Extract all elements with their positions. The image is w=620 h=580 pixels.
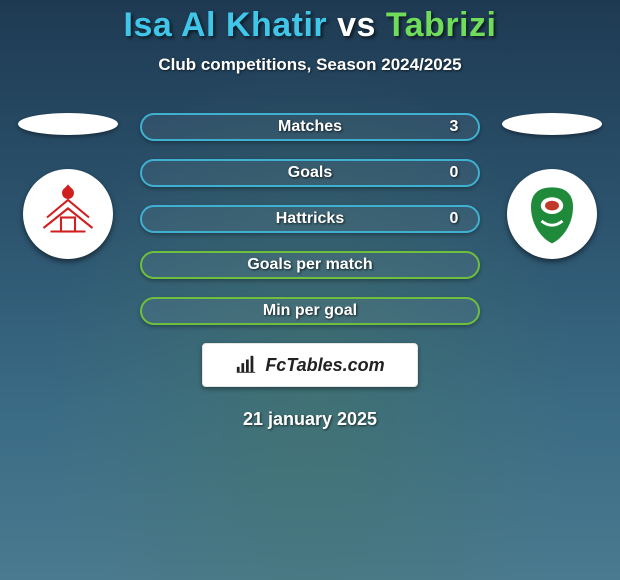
comparison-row: Matches3Goals0Hattricks0Goals per matchM… (0, 113, 620, 325)
stat-label: Goals (142, 164, 478, 182)
chart-icon (235, 354, 257, 376)
club-right-logo (507, 169, 597, 259)
club-left-logo (23, 169, 113, 259)
right-side (502, 113, 602, 259)
stat-label: Hattricks (142, 210, 478, 228)
date-label: 21 january 2025 (243, 409, 377, 430)
stat-bar-matches: Matches3 (140, 113, 480, 141)
title-left: Isa Al Khatir (124, 6, 328, 44)
site-label: FcTables.com (265, 355, 384, 376)
page-title: Isa Al Khatir vs Tabrizi (124, 6, 497, 45)
stat-bars: Matches3Goals0Hattricks0Goals per matchM… (140, 113, 480, 325)
club-right-icon (517, 179, 587, 249)
stat-bar-goals-per-match: Goals per match (140, 251, 480, 279)
title-right: Tabrizi (386, 6, 497, 44)
stat-label: Min per goal (142, 302, 478, 320)
stat-bar-min-per-goal: Min per goal (140, 297, 480, 325)
content-wrapper: Isa Al Khatir vs Tabrizi Club competitio… (0, 0, 620, 580)
stat-label: Matches (142, 118, 478, 136)
stat-label: Goals per match (142, 256, 478, 274)
club-left-icon (33, 179, 103, 249)
site-badge[interactable]: FcTables.com (202, 343, 418, 387)
left-side (18, 113, 118, 259)
player-left-placeholder (18, 113, 118, 135)
stat-value-right: 0 (444, 210, 464, 228)
stat-value-right: 3 (444, 118, 464, 136)
stat-bar-goals: Goals0 (140, 159, 480, 187)
stat-value-right: 0 (444, 164, 464, 182)
player-right-placeholder (502, 113, 602, 135)
title-vs: vs (337, 6, 376, 44)
subtitle: Club competitions, Season 2024/2025 (158, 55, 461, 75)
stat-bar-hattricks: Hattricks0 (140, 205, 480, 233)
